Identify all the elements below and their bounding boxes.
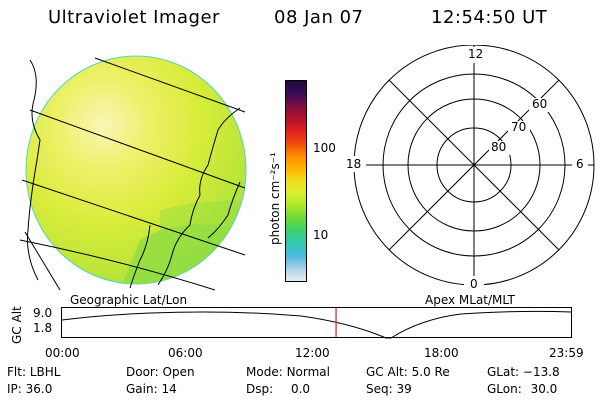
coastlines (27, 59, 241, 289)
info-ip: IP: 36.0 (7, 382, 53, 396)
geographic-image (19, 55, 247, 291)
geographic-panel-label: Geographic Lat/Lon (70, 293, 188, 307)
glon-value: 30.0 (530, 382, 558, 396)
info-seq: Seq: 39 (366, 382, 412, 396)
timeline-axis-label: GC Alt (10, 306, 24, 344)
polar-plot (346, 45, 595, 292)
info-glon: GLon: 30.0 (487, 382, 558, 396)
mode-value: Normal (286, 365, 330, 379)
timeline-ytick-low: 1.8 (33, 321, 53, 335)
timeline-xtick-1800: 18:00 (424, 346, 459, 360)
door-value: Open (162, 365, 195, 379)
colorbar (285, 80, 307, 282)
polar-label-0: 0 (470, 277, 478, 291)
info-gcalt: GC Alt: 5.0 Re (366, 365, 450, 379)
altitude-curve (61, 310, 572, 339)
ip-value: 36.0 (25, 382, 53, 396)
seq-value: 39 (396, 382, 412, 396)
polar-label-6: 6 (576, 157, 584, 171)
flt-value: LBHL (29, 365, 61, 379)
polar-ring-label-80: 80 (491, 140, 507, 154)
date-label: 08 Jan 07 (274, 7, 364, 28)
polar-ring-label-70: 70 (511, 120, 527, 134)
timeline-plot (61, 307, 572, 339)
gain-value: 14 (161, 382, 177, 396)
glat-value: −13.8 (522, 365, 560, 379)
timeline-xtick-2359: 23:59 (549, 346, 584, 360)
timeline-xtick-0000: 00:00 (45, 346, 80, 360)
dsp-value: 0.0 (290, 382, 311, 396)
time-label: 12:54:50 UT (431, 7, 548, 28)
timeline-xtick-0600: 06:00 (168, 346, 203, 360)
colorbar-tick-10: 10 (313, 228, 329, 242)
colorbar-tick-100: 100 (313, 141, 336, 155)
polar-ring-label-60: 60 (532, 97, 548, 111)
lat-lon-grid (19, 57, 246, 291)
polar-label-18: 18 (346, 157, 362, 171)
app-title: Ultraviolet Imager (48, 7, 220, 28)
info-gain: Gain: 14 (126, 382, 177, 396)
polar-label-12: 12 (468, 47, 484, 61)
info-dsp: Dsp: 0.0 (246, 382, 311, 396)
info-flt: Flt: LBHL (7, 365, 61, 379)
timeline-xtick-1200: 12:00 (295, 346, 330, 360)
info-door: Door: Open (126, 365, 195, 379)
info-mode: Mode: Normal (246, 365, 330, 379)
timeline-ytick-high: 9.0 (33, 306, 53, 320)
gcalt-value: 5.0 Re (411, 365, 450, 379)
apex-panel-label: Apex MLat/MLT (425, 293, 515, 307)
colorbar-unit-label: photon cm⁻²s⁻¹ (268, 152, 282, 245)
info-glat: GLat: −13.8 (487, 365, 560, 379)
